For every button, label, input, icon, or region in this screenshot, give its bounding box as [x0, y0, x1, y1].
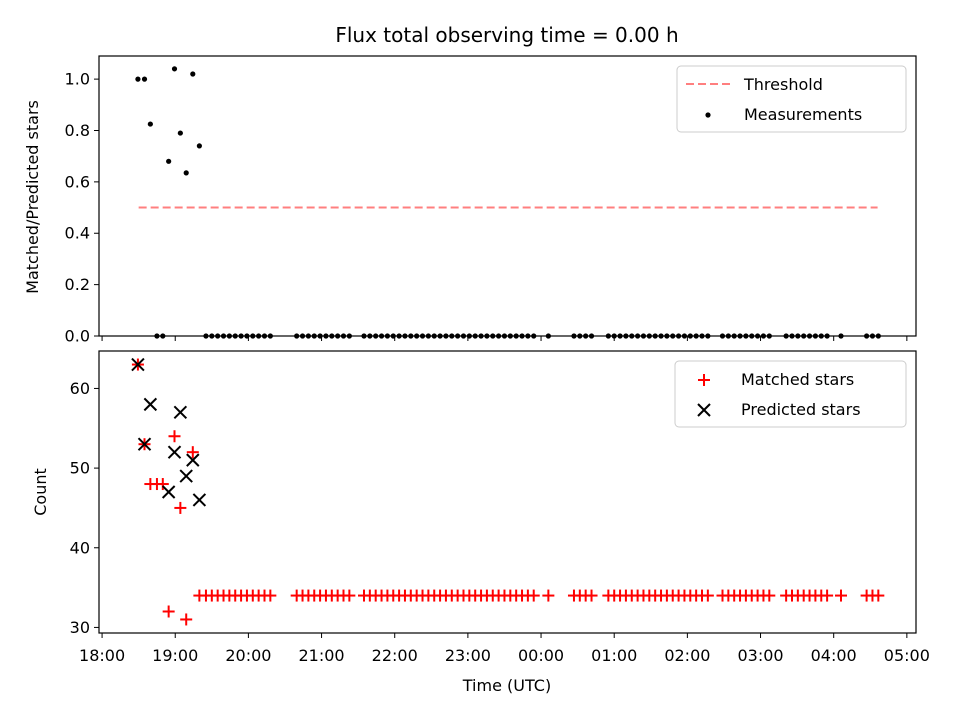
y-tick-label: 40: [70, 538, 90, 557]
matched-stars-point: [835, 589, 848, 602]
top-data-marks: [135, 66, 881, 339]
legend-predicted-swatch: [697, 403, 711, 417]
x-tick-label: 05:00: [884, 646, 930, 665]
predicted-stars-point: [143, 397, 158, 412]
measurements-point: [190, 71, 196, 77]
matched-stars-point: [763, 589, 776, 602]
x-tick-label: 03:00: [737, 646, 783, 665]
predicted-stars-point: [186, 453, 200, 467]
measurements-point: [135, 76, 141, 82]
x-tick-label: 23:00: [445, 646, 491, 665]
matched-stars-point: [186, 446, 199, 459]
y-tick-label: 0.2: [65, 275, 90, 294]
x-tick-label: 20:00: [225, 646, 271, 665]
matched-stars-point: [872, 589, 885, 602]
top-legend: Threshold Measurements: [676, 65, 907, 133]
matched-stars-point: [180, 613, 193, 626]
matched-stars-point: [162, 605, 175, 618]
bottom-data-marks: [131, 357, 885, 626]
matched-stars-point: [343, 589, 356, 602]
y-tick-label: 1.0: [65, 70, 90, 89]
bottom-legend-box: [674, 360, 907, 428]
measurements-point: [177, 130, 183, 136]
top-plot-frame: [98, 55, 917, 337]
legend-matched-label: Matched stars: [741, 370, 854, 389]
y-tick-label: 0.0: [65, 327, 90, 346]
matched-stars-point: [542, 589, 555, 602]
predicted-stars-point: [173, 405, 188, 420]
x-tick-label: 22:00: [372, 646, 418, 665]
top-y-axis-label: Matched/Predicted stars: [23, 100, 42, 294]
matched-stars-point: [264, 589, 277, 602]
bottom-plot-frame: [98, 350, 917, 634]
x-tick-label: 18:00: [79, 646, 125, 665]
matched-stars-point: [527, 589, 540, 602]
predicted-stars-point: [192, 493, 207, 507]
predicted-stars-point: [131, 357, 145, 372]
matched-stars-point: [701, 589, 714, 602]
x-tick-label: 01:00: [591, 646, 637, 665]
bottom-legend: Matched stars Predicted stars: [674, 360, 907, 428]
matched-stars-point: [168, 430, 181, 443]
bottom-y-axis-label: Count: [31, 468, 50, 516]
legend-measurements-label: Measurements: [744, 105, 862, 124]
y-tick-label: 0.8: [65, 121, 90, 140]
measurements-point: [183, 170, 189, 176]
y-tick-label: 0.4: [65, 224, 90, 243]
y-tick-label: 60: [70, 379, 90, 398]
legend-matched-swatch: [698, 374, 710, 386]
matched-stars-point: [585, 589, 598, 602]
predicted-stars-point: [179, 469, 193, 483]
legend-threshold-label: Threshold: [743, 75, 823, 94]
matched-stars-point: [174, 501, 187, 514]
count-plot: Count Time (UTC) 30 40 50 60 18:00 19:00 20:00…: [31, 350, 930, 695]
x-tick-label: 04:00: [811, 646, 857, 665]
y-tick-label: 0.6: [65, 172, 90, 191]
x-tick-label: 21:00: [299, 646, 345, 665]
measurements-point: [171, 66, 178, 72]
predicted-stars-point: [167, 445, 182, 459]
predicted-stars-point: [137, 437, 152, 451]
measurements-point: [166, 158, 172, 164]
ratio-plot: Flux total observing time = 0.00 h Match…: [23, 23, 917, 346]
measurements-point: [141, 76, 148, 82]
y-tick-label: 30: [70, 618, 90, 637]
x-tick-label: 00:00: [518, 646, 564, 665]
x-tick-label: 02:00: [664, 646, 710, 665]
chart-title: Flux total observing time = 0.00 h: [335, 23, 678, 47]
legend-measurements-swatch: [705, 112, 711, 118]
legend-predicted-label: Predicted stars: [741, 400, 861, 419]
measurements-point: [196, 143, 202, 149]
top-legend-box: [676, 65, 907, 133]
matched-stars-point: [156, 478, 169, 491]
bottom-axis-ticks: 30 40 50 60 18:00 19:00 20:00 21:00 22:00 23:00 00…: [70, 379, 930, 665]
measurements-point: [147, 121, 153, 127]
y-tick-label: 50: [70, 459, 90, 478]
x-axis-label: Time (UTC): [462, 676, 551, 695]
matched-stars-point: [821, 589, 834, 602]
top-axis-ticks: 0.0 0.2 0.4 0.6 0.8 1.0: [65, 70, 908, 346]
predicted-stars-point: [161, 485, 176, 499]
x-tick-label: 19:00: [152, 646, 198, 665]
